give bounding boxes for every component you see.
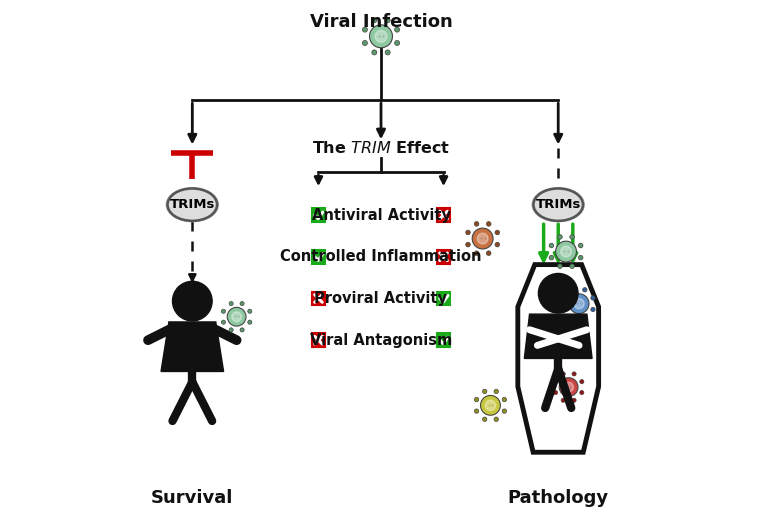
Circle shape <box>558 235 562 239</box>
FancyBboxPatch shape <box>312 333 325 347</box>
Circle shape <box>580 390 584 395</box>
Polygon shape <box>161 322 223 372</box>
Circle shape <box>472 228 493 249</box>
Ellipse shape <box>166 188 219 222</box>
Circle shape <box>385 50 390 55</box>
Circle shape <box>222 309 226 313</box>
FancyBboxPatch shape <box>437 292 450 305</box>
Circle shape <box>502 397 507 402</box>
FancyBboxPatch shape <box>437 250 450 264</box>
Circle shape <box>558 264 562 268</box>
Circle shape <box>569 294 589 313</box>
Text: Proviral Activity: Proviral Activity <box>315 291 447 306</box>
Text: Antiviral Activity: Antiviral Activity <box>312 208 450 223</box>
Circle shape <box>475 409 479 413</box>
Circle shape <box>363 40 367 46</box>
Circle shape <box>549 255 554 260</box>
Circle shape <box>572 288 575 292</box>
Circle shape <box>549 243 554 248</box>
Text: The $\it{TRIM}$ Effect: The $\it{TRIM}$ Effect <box>312 140 450 156</box>
FancyBboxPatch shape <box>312 209 325 222</box>
Circle shape <box>466 230 470 235</box>
Text: TRIMs: TRIMs <box>536 198 581 211</box>
Circle shape <box>494 389 498 394</box>
Circle shape <box>363 27 367 32</box>
Circle shape <box>555 241 577 262</box>
Circle shape <box>372 18 377 23</box>
Circle shape <box>553 379 558 384</box>
Circle shape <box>495 230 500 235</box>
Circle shape <box>222 320 226 324</box>
Circle shape <box>395 27 399 32</box>
Circle shape <box>232 312 242 322</box>
Circle shape <box>574 299 584 309</box>
Circle shape <box>375 30 387 42</box>
Circle shape <box>240 328 244 332</box>
Circle shape <box>227 308 246 326</box>
Circle shape <box>539 274 578 313</box>
Circle shape <box>578 255 583 260</box>
Circle shape <box>474 222 479 226</box>
Circle shape <box>591 307 595 312</box>
Circle shape <box>486 251 491 256</box>
Circle shape <box>466 242 470 247</box>
FancyBboxPatch shape <box>437 333 450 347</box>
Circle shape <box>370 25 392 48</box>
Circle shape <box>561 372 565 376</box>
Circle shape <box>580 379 584 384</box>
Text: TRIMs: TRIMs <box>170 198 215 211</box>
Ellipse shape <box>533 189 583 221</box>
Circle shape <box>495 242 500 247</box>
Circle shape <box>572 398 576 402</box>
Circle shape <box>494 417 498 421</box>
Circle shape <box>583 315 587 320</box>
Circle shape <box>572 315 575 320</box>
FancyBboxPatch shape <box>312 292 325 305</box>
Polygon shape <box>524 314 592 358</box>
Text: Viral Antagonism: Viral Antagonism <box>310 333 452 348</box>
Circle shape <box>591 296 595 300</box>
Text: Controlled Inflammation: Controlled Inflammation <box>280 249 482 264</box>
Circle shape <box>564 382 574 392</box>
Circle shape <box>583 288 587 292</box>
Circle shape <box>482 417 487 421</box>
Ellipse shape <box>532 188 584 222</box>
Circle shape <box>172 281 212 321</box>
Circle shape <box>481 396 501 415</box>
Circle shape <box>395 40 399 46</box>
Circle shape <box>475 397 479 402</box>
Circle shape <box>482 389 487 394</box>
Circle shape <box>240 301 244 305</box>
Circle shape <box>559 378 578 397</box>
Circle shape <box>372 50 377 55</box>
Circle shape <box>561 246 572 257</box>
Circle shape <box>563 307 568 312</box>
Ellipse shape <box>168 189 217 221</box>
Text: Pathology: Pathology <box>507 488 609 507</box>
FancyBboxPatch shape <box>312 250 325 264</box>
Circle shape <box>229 301 233 305</box>
Circle shape <box>572 372 576 376</box>
Circle shape <box>563 296 568 300</box>
Text: Viral Infection: Viral Infection <box>309 13 453 31</box>
Circle shape <box>570 264 575 268</box>
FancyBboxPatch shape <box>437 209 450 222</box>
Circle shape <box>229 328 233 332</box>
Circle shape <box>474 251 479 256</box>
Circle shape <box>485 400 495 410</box>
Circle shape <box>486 222 491 226</box>
Circle shape <box>578 243 583 248</box>
Circle shape <box>553 390 558 395</box>
Circle shape <box>385 18 390 23</box>
Circle shape <box>248 320 252 324</box>
Circle shape <box>248 309 252 313</box>
Text: Survival: Survival <box>151 488 233 507</box>
Circle shape <box>570 235 575 239</box>
Circle shape <box>561 398 565 402</box>
Circle shape <box>502 409 507 413</box>
Circle shape <box>477 233 488 244</box>
